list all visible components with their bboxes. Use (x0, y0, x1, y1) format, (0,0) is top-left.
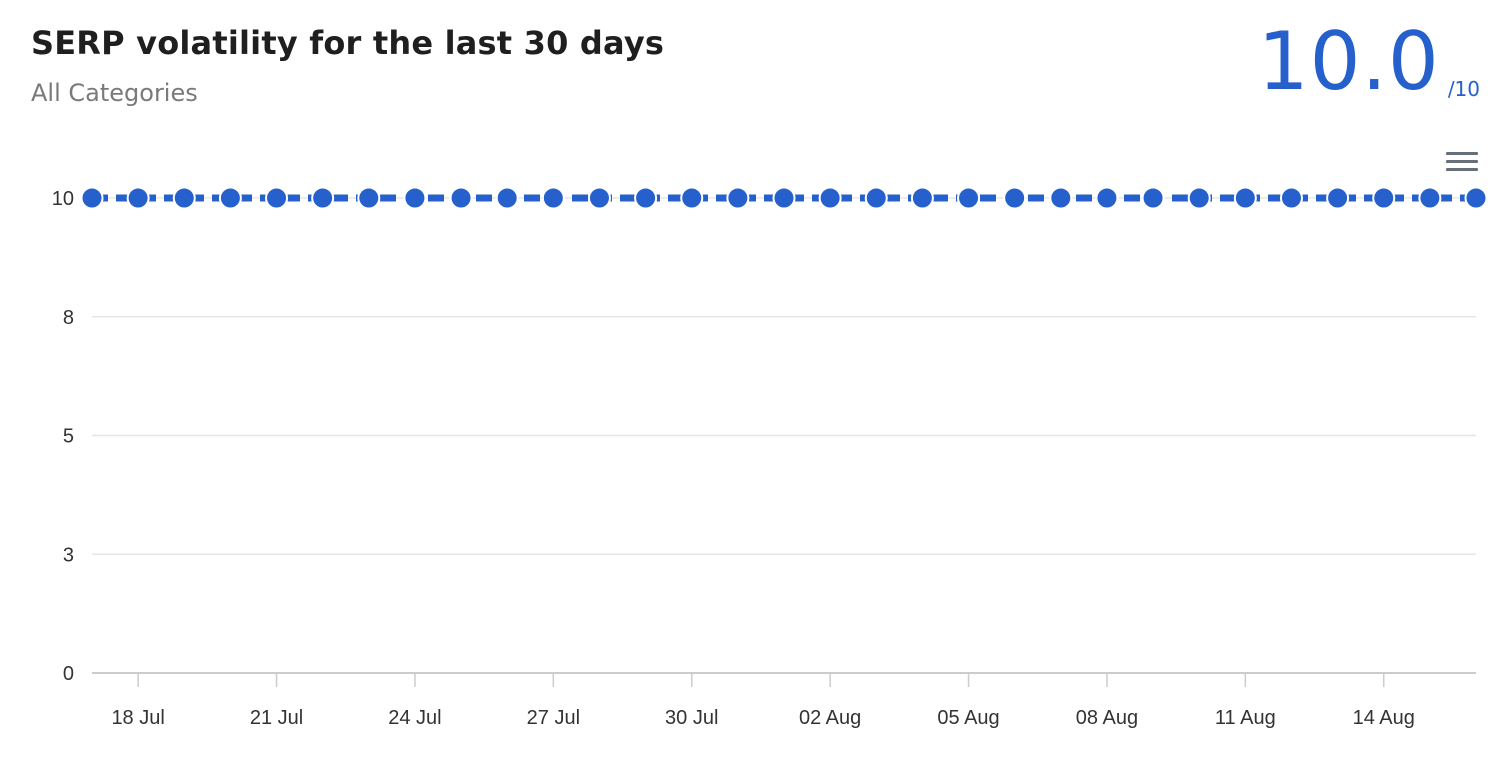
data-point[interactable] (1279, 186, 1303, 210)
data-point[interactable] (311, 186, 335, 210)
y-tick-label: 8 (63, 307, 74, 329)
data-point[interactable] (1187, 186, 1211, 210)
x-tick-label: 05 Aug (937, 707, 999, 729)
data-point[interactable] (218, 186, 242, 210)
volatility-score: 10.0 /10 (1258, 18, 1480, 106)
data-point[interactable] (1003, 186, 1027, 210)
score-value: 10.0 (1257, 15, 1440, 108)
x-tick-label: 21 Jul (250, 707, 303, 729)
data-point[interactable] (1049, 186, 1073, 210)
x-tick-label: 08 Aug (1076, 707, 1138, 729)
data-point[interactable] (80, 186, 104, 210)
data-point[interactable] (587, 186, 611, 210)
data-point[interactable] (495, 186, 519, 210)
data-point[interactable] (126, 186, 150, 210)
data-point[interactable] (403, 186, 427, 210)
data-point[interactable] (541, 186, 565, 210)
data-point[interactable] (772, 186, 796, 210)
data-point[interactable] (172, 186, 196, 210)
x-tick-label: 18 Jul (111, 707, 164, 729)
chart-axes: 0 3 5 8 10 18 Jul 21 Jul 24 Jul 27 Jul 30 Jul 02 A… (52, 188, 1415, 729)
x-tick-label: 11 Aug (1215, 707, 1276, 729)
hamburger-menu-icon[interactable] (1440, 146, 1478, 178)
x-tick-label: 02 Aug (799, 707, 861, 729)
data-point[interactable] (864, 186, 888, 210)
data-point[interactable] (265, 186, 289, 210)
data-point[interactable] (1372, 186, 1396, 210)
x-tick-label: 30 Jul (665, 707, 718, 729)
data-point[interactable] (449, 186, 473, 210)
y-tick-label: 10 (52, 188, 74, 210)
data-point[interactable] (680, 186, 704, 210)
x-tick-label: 14 Aug (1353, 707, 1415, 729)
y-tick-label: 3 (63, 544, 74, 566)
chart-subtitle: All Categories (31, 79, 198, 107)
data-point[interactable] (1326, 186, 1350, 210)
data-point[interactable] (1141, 186, 1165, 210)
data-point[interactable] (818, 186, 842, 210)
score-max: /10 (1447, 77, 1480, 101)
data-point[interactable] (726, 186, 750, 210)
y-tick-label: 0 (63, 663, 74, 685)
data-point[interactable] (634, 186, 658, 210)
data-point[interactable] (357, 186, 381, 210)
data-point[interactable] (1095, 186, 1119, 210)
x-tick-label: 24 Jul (388, 707, 441, 729)
data-point[interactable] (1233, 186, 1257, 210)
data-point[interactable] (1418, 186, 1442, 210)
data-point[interactable] (957, 186, 981, 210)
chart-gridlines (92, 197, 1476, 674)
chart-title: SERP volatility for the last 30 days (31, 24, 665, 62)
y-tick-label: 5 (63, 426, 74, 448)
data-point[interactable] (910, 186, 934, 210)
data-point[interactable] (1464, 186, 1488, 210)
chart-series (80, 186, 1488, 210)
x-tick-label: 27 Jul (527, 707, 580, 729)
